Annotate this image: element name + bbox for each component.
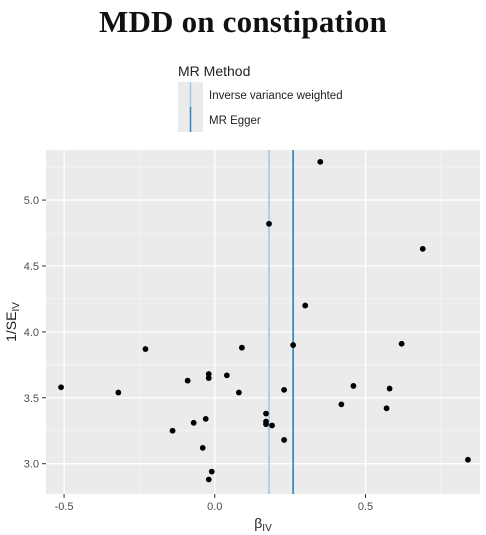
data-point [58,384,64,391]
y-axis-title: 1/SEIV [3,302,22,342]
data-point [350,383,357,389]
data-point [290,342,297,348]
chart-title: MDD on constipation [99,4,387,39]
data-point [338,401,345,408]
data-point [115,389,122,396]
y-tick-label: 4.5 [24,261,39,273]
data-point [239,344,245,351]
data-point [169,427,176,434]
data-point [386,385,393,392]
data-point [419,245,426,252]
legend-title: MR Method [178,63,250,79]
method-lines [268,150,294,494]
data-point [398,340,405,347]
x-tick-label: 0.0 [207,501,222,513]
data-point [263,410,269,417]
data-point [465,456,471,463]
x-tick-label: -0.5 [55,501,74,513]
data-point [235,389,242,396]
y-axis: 3.0 3.5 4.0 4.5 5.0 [24,195,46,471]
legend: MR Method Inverse variance weighted MR E… [178,63,343,132]
data-point [205,476,212,483]
data-point [190,419,197,426]
data-point [184,377,191,384]
data-point [202,415,209,422]
y-tick-label: 5.0 [24,195,39,207]
data-point [281,437,287,443]
x-axis: -0.5 0.0 0.5 [55,494,373,513]
y-tick-label: 3.5 [24,393,39,405]
data-points [58,158,471,483]
data-point [199,444,206,451]
x-tick-label: 0.5 [358,501,373,513]
data-point [383,405,390,412]
data-point [266,220,272,227]
data-point [223,372,230,379]
y-tick-label: 3.0 [24,459,39,471]
data-point [302,302,309,309]
data-point [269,422,275,429]
data-point [281,386,287,393]
legend-label-ivw: Inverse variance weighted [209,90,343,102]
x-axis-title: βIV [254,515,272,534]
data-point [317,158,324,165]
data-point [205,375,212,381]
major-gridlines [46,150,480,494]
data-point [208,468,215,475]
data-point [263,421,269,428]
minor-gridlines [46,150,480,494]
legend-label-egger: MR Egger [209,115,261,127]
y-tick-label: 4.0 [24,327,39,339]
data-point [142,346,149,352]
plot-panel [46,150,480,494]
